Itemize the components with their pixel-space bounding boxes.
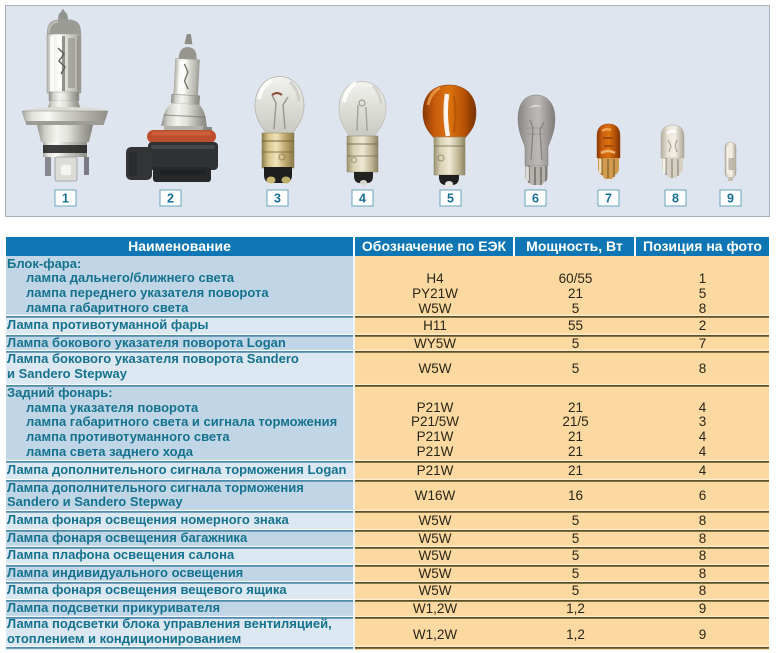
svg-text:6: 6 — [532, 192, 539, 206]
svg-text:5: 5 — [447, 192, 454, 206]
svg-text:8: 8 — [672, 192, 679, 206]
svg-text:9: 9 — [727, 192, 734, 206]
svg-text:3: 3 — [274, 192, 281, 206]
svg-text:7: 7 — [605, 192, 612, 206]
svg-text:4: 4 — [359, 192, 366, 206]
svg-text:2: 2 — [167, 192, 174, 206]
svg-text:1: 1 — [62, 192, 69, 206]
